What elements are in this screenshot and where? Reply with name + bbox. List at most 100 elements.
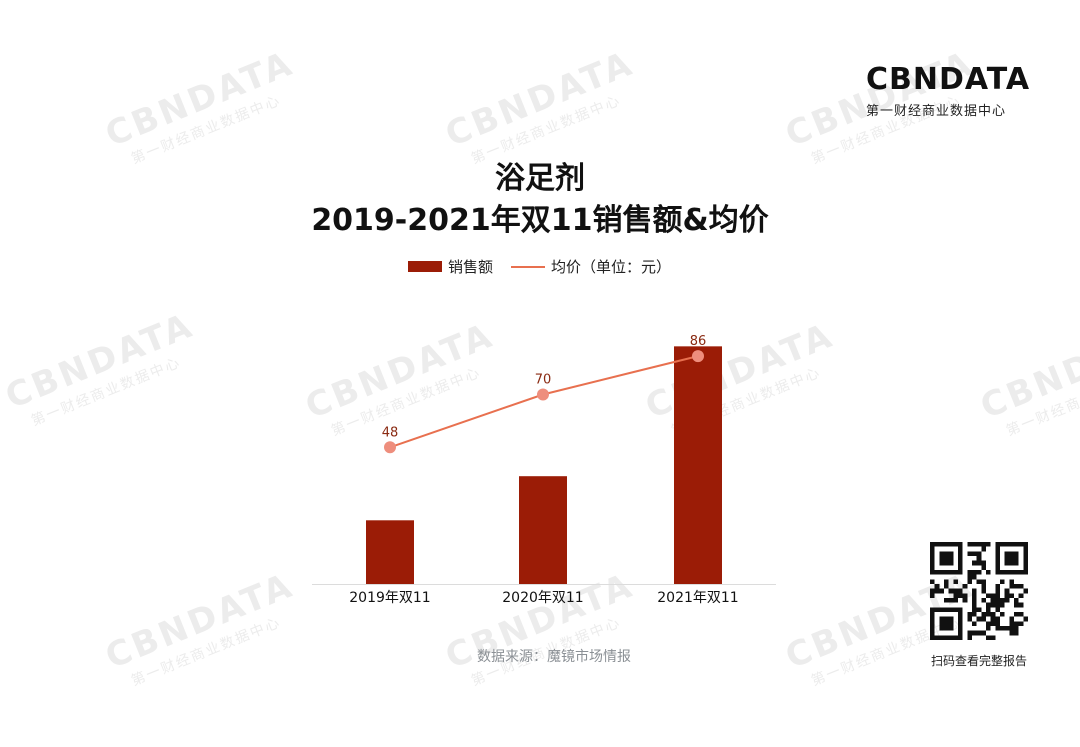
qr-module	[1018, 621, 1024, 626]
qr-module	[981, 579, 986, 584]
qr-module	[1000, 612, 1005, 617]
chart-subtitle: 2019-2021年双11销售额&均价	[311, 203, 769, 238]
qr-module	[944, 598, 949, 603]
qr-module	[962, 598, 968, 603]
qr-module	[972, 560, 977, 566]
qr-module	[1018, 593, 1024, 598]
point-avg-price	[537, 388, 549, 401]
qr-module	[976, 560, 982, 566]
qr-finder	[930, 542, 963, 547]
qr-module	[962, 593, 968, 598]
qr-module	[981, 630, 986, 636]
qr-module	[981, 565, 986, 570]
qr-module	[1000, 602, 1005, 608]
qr-module	[1014, 584, 1019, 589]
qr-module	[1018, 612, 1024, 617]
point-avg-price	[692, 350, 704, 363]
qr-module	[934, 588, 940, 594]
data-label-avg-price: 86	[690, 334, 707, 349]
qr-module	[1009, 584, 1014, 589]
qr-finder	[958, 607, 963, 640]
qr-module	[976, 616, 982, 622]
qr-module	[953, 579, 958, 584]
qr-module	[990, 621, 996, 626]
qr-module	[986, 607, 991, 612]
data-label-avg-price: 70	[535, 373, 552, 388]
qr-module	[986, 626, 991, 631]
qr-module	[990, 616, 996, 622]
qr-module	[948, 588, 954, 594]
qr-module	[986, 621, 991, 626]
qr-module	[1009, 621, 1014, 626]
legend-label-price: 均价（单位：元）	[551, 258, 672, 276]
bar-sales	[519, 476, 567, 584]
qr-module	[1014, 602, 1019, 608]
qr-module	[948, 598, 954, 603]
qr-module	[1009, 630, 1014, 636]
logo-text: CBNDATA	[866, 62, 1031, 97]
qr-module	[995, 584, 1000, 589]
qr-module	[972, 551, 977, 556]
qr-module	[972, 602, 977, 608]
qr-module	[972, 588, 977, 594]
qr-module	[986, 635, 991, 640]
qr-finder	[939, 616, 954, 631]
qr-module	[1014, 626, 1019, 631]
qr-module	[967, 570, 972, 575]
legend-bar-swatch	[408, 261, 442, 272]
qr-module	[995, 593, 1000, 598]
qr-module	[986, 570, 991, 575]
qr-module	[1009, 593, 1014, 598]
qr-module	[995, 588, 1000, 594]
qr-module	[981, 546, 986, 552]
qr-module	[1004, 626, 1010, 631]
qr-module	[1023, 616, 1028, 622]
qr-finder	[995, 542, 1028, 547]
qr-module	[981, 598, 986, 603]
qr-module	[953, 593, 958, 598]
data-label-avg-price: 48	[382, 425, 399, 440]
qr-module	[990, 635, 996, 640]
qr-module	[981, 612, 986, 617]
qr-module	[930, 579, 935, 584]
qr-module	[1000, 579, 1005, 584]
qr-module	[981, 584, 986, 589]
qr-module	[967, 542, 972, 547]
qr-module	[1014, 630, 1019, 636]
logo-subtitle: 第一财经商业数据中心	[866, 104, 1007, 119]
qr-finder	[930, 607, 963, 612]
qr-module	[972, 612, 977, 617]
qr-module	[990, 602, 996, 608]
qr-finder	[995, 542, 1000, 575]
qr-module	[972, 607, 977, 612]
qr-module	[1004, 588, 1010, 594]
qr-module	[972, 593, 977, 598]
qr-code[interactable]	[930, 542, 1028, 640]
qr-finder	[930, 635, 963, 640]
bar-sales	[366, 520, 414, 584]
qr-module	[953, 598, 958, 603]
qr-module	[976, 570, 982, 575]
qr-module	[958, 588, 963, 594]
qr-caption: 扫码查看完整报告	[930, 654, 1027, 668]
qr-module	[967, 579, 972, 584]
qr-module	[976, 551, 982, 556]
legend-line-swatch	[511, 265, 546, 268]
qr-finder	[930, 570, 963, 575]
qr-finder	[930, 542, 935, 575]
qr-module	[967, 612, 972, 617]
qr-module	[986, 593, 991, 598]
qr-module	[986, 612, 991, 617]
qr-module	[1004, 593, 1010, 598]
qr-module	[990, 612, 996, 617]
qr-module	[995, 621, 1000, 626]
qr-module	[976, 556, 982, 561]
qr-module	[1009, 616, 1014, 622]
qr-module	[1023, 588, 1028, 594]
qr-module	[981, 560, 986, 566]
qr-module	[981, 616, 986, 622]
qr-module	[967, 574, 972, 580]
bar-sales	[674, 346, 722, 584]
qr-finder	[1023, 542, 1028, 575]
legend-label-sales: 销售额	[448, 258, 494, 276]
